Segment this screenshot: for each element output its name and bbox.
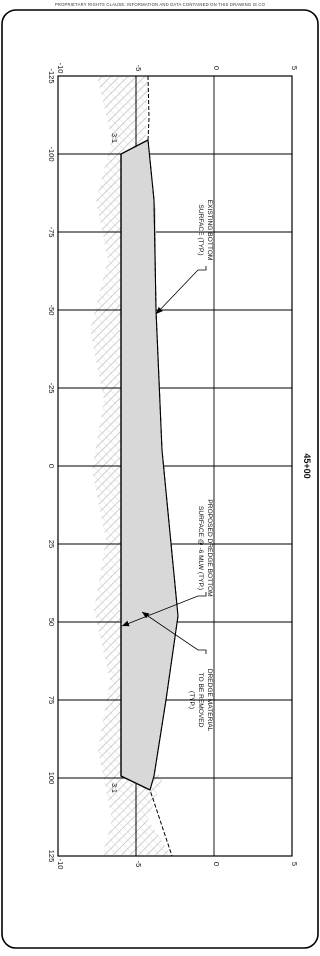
dredge-material-area (121, 140, 178, 790)
callout-dredge-material-leader (141, 611, 207, 654)
slope-label-bottom: 3:1 (110, 783, 117, 793)
station-tick-label: 100 (47, 772, 56, 785)
gridlines (58, 75, 292, 857)
station-tick-labels: -125 -100 -75 -50 -25 0 25 50 75 100 125 (47, 68, 56, 862)
elevation-tick-labels: 5 5 0 0 -5 -5 -10 -10 (56, 63, 299, 870)
callout-existing-bottom-line2: SURFACE (TYP.) (197, 204, 204, 255)
elevation-tick-label-top: 5 (290, 66, 299, 70)
slope-label-top: 3:1 (110, 133, 117, 143)
station-tick-label: -75 (47, 227, 56, 238)
proprietary-rights-clause: PROPRIETARY RIGHTS CLAUSE: INFORMATION A… (54, 2, 266, 7)
callout-proposed-dredge-line1: PROPOSED DREDGE BOTTOM (206, 499, 213, 596)
elevation-tick-label-bottom: -5 (134, 861, 143, 868)
callout-proposed-dredge-line2: SURFACE @ -6 MLW (TYP.) (197, 506, 204, 590)
callout-proposed-dredge-leader (121, 592, 207, 627)
station-tick-label: -125 (47, 68, 56, 83)
proposed-dredge-template (120, 139, 151, 791)
elevation-tick-label-bottom: 0 (212, 862, 221, 866)
station-label: 45+00 (302, 453, 312, 478)
station-tick-label: 125 (47, 850, 56, 863)
elevation-tick-label-bottom: 5 (290, 862, 299, 866)
station-tick-label: 25 (47, 540, 56, 548)
elevation-tick-label-top: -10 (56, 63, 65, 74)
elevation-tick-label-top: -5 (134, 65, 143, 72)
callout-dredge-material-line3: (TYP.) (188, 691, 195, 709)
elevation-tick-label-bottom: -10 (56, 859, 65, 870)
callout-proposed-dredge: PROPOSED DREDGE BOTTOM SURFACE @ -6 MLW … (121, 499, 213, 627)
station-tick-label: 0 (47, 464, 56, 468)
station-tick-label: 50 (47, 618, 56, 626)
callout-dredge-material-line2: TO BE REMOVED (197, 673, 204, 728)
station-tick-label: -25 (47, 383, 56, 394)
callout-existing-bottom-leader (155, 266, 207, 315)
station-tick-label: 75 (47, 696, 56, 704)
existing-bottom-top (147, 139, 179, 791)
station-tick-label: -50 (47, 305, 56, 316)
callout-existing-bottom: EXISTING BOTTOM SURFACE (TYP.) (155, 200, 213, 315)
sheet-border (1, 9, 319, 949)
callout-existing-bottom-line1: EXISTING BOTTOM (206, 200, 213, 261)
callout-dredge-material: DREDGE MATERIAL TO BE REMOVED (TYP.) (141, 611, 213, 732)
callout-dredge-material-line1: DREDGE MATERIAL (206, 669, 213, 732)
station-tick-label: -100 (47, 146, 56, 161)
elevation-tick-label-top: 0 (212, 66, 221, 70)
